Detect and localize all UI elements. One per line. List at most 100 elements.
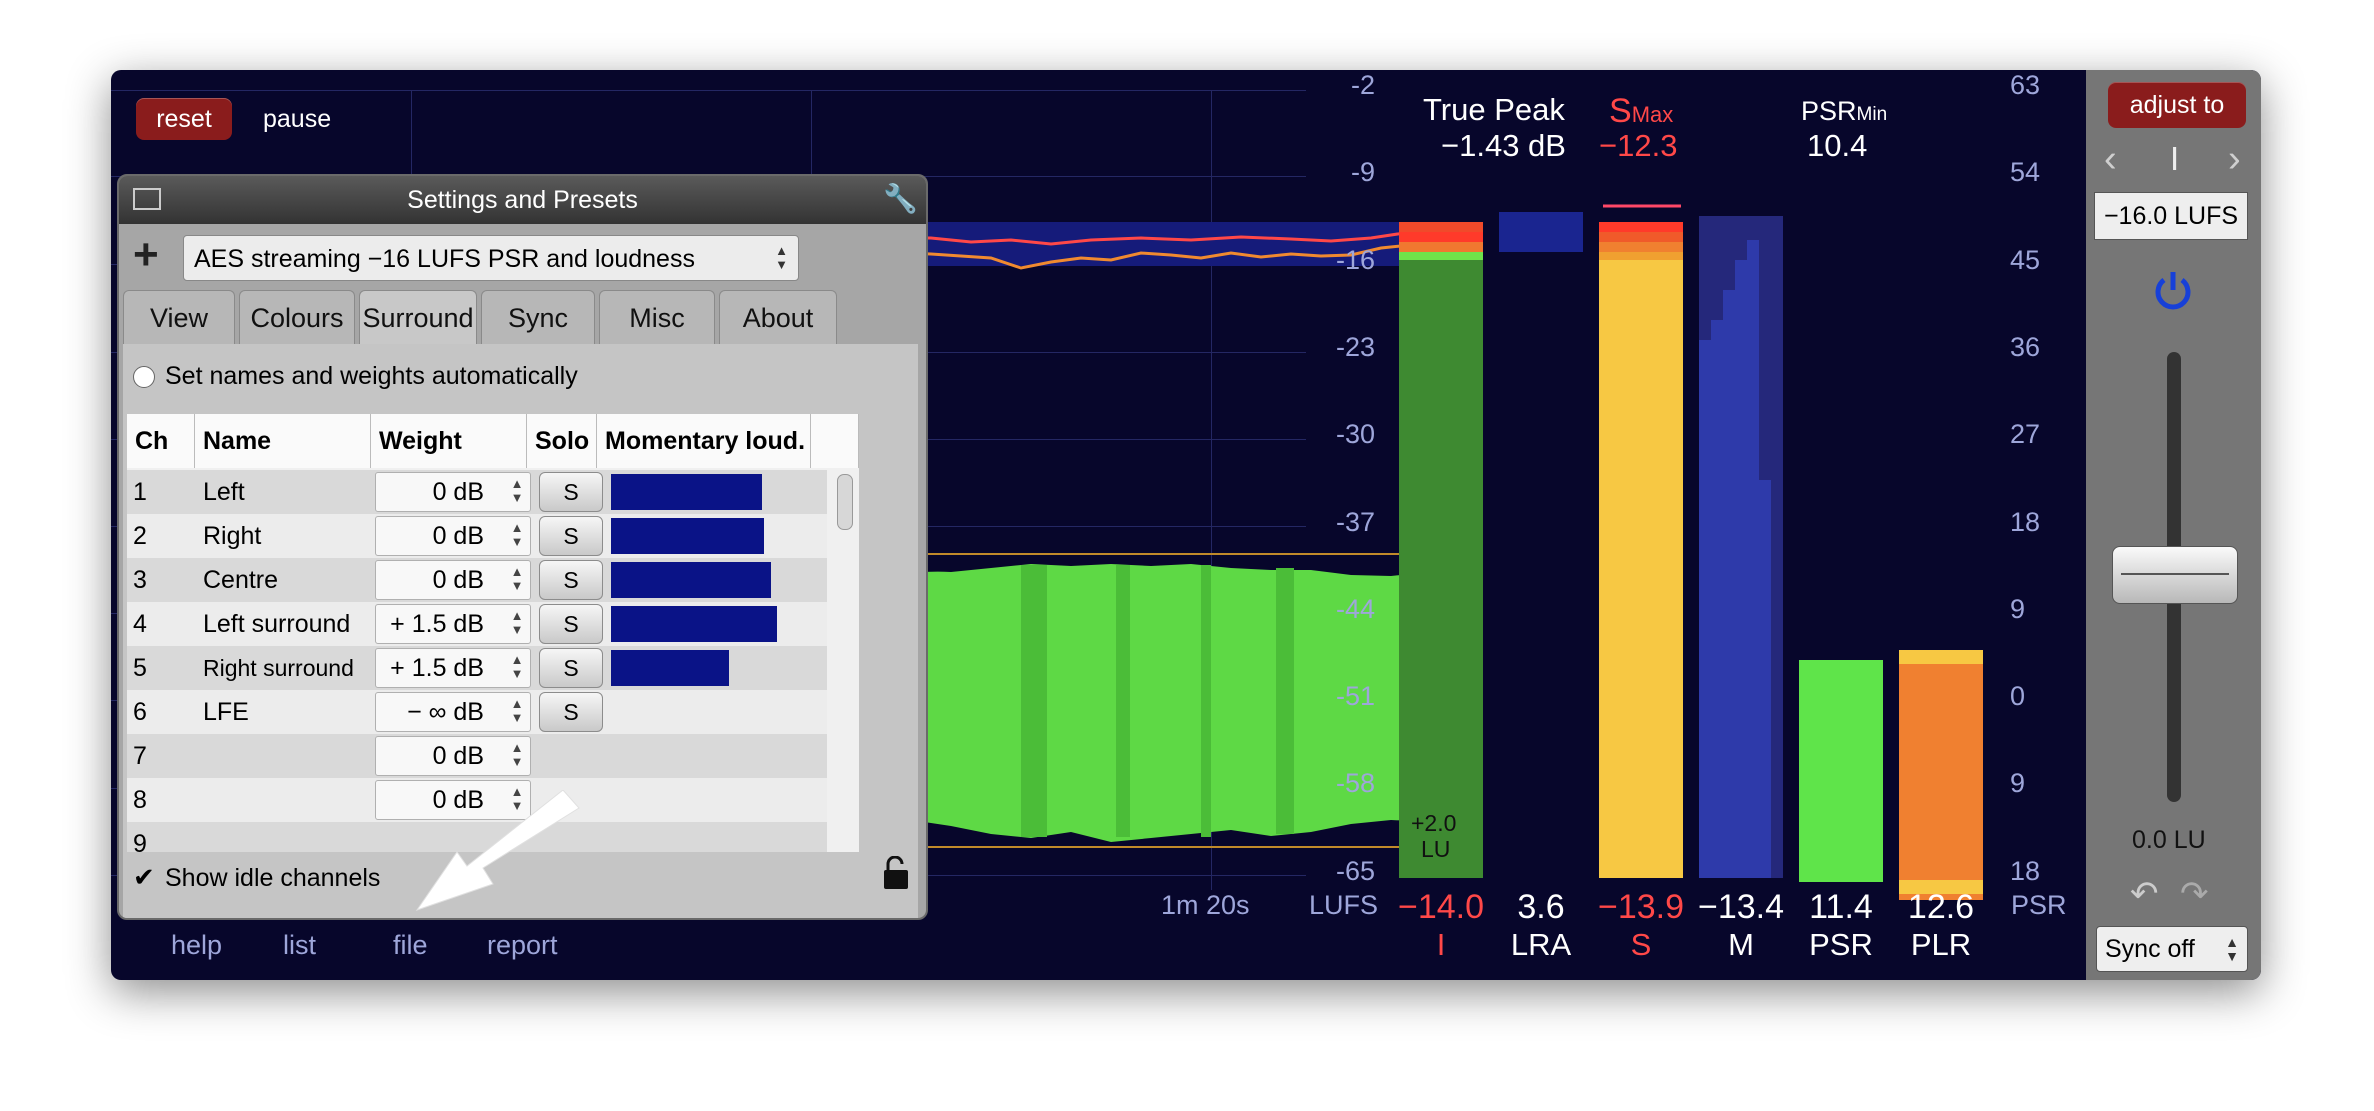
table-row: 4 Left surround + 1.5 dB ▲ ▼ S xyxy=(127,602,827,646)
channel-name[interactable]: Centre xyxy=(203,566,279,594)
smax-title: SMax xyxy=(1609,92,1673,131)
psr-scale: 63 54 45 36 27 18 9 0 9 18 xyxy=(2006,70,2086,970)
table-scrollbar[interactable] xyxy=(837,474,853,530)
solo-button[interactable]: S xyxy=(539,604,603,644)
solo-button[interactable]: S xyxy=(539,560,603,600)
channel-number: 4 xyxy=(133,610,147,638)
true-peak-title: True Peak xyxy=(1423,92,1565,127)
tab-surround[interactable]: Surround xyxy=(359,290,477,344)
reset-button[interactable]: reset xyxy=(136,98,232,140)
unlock-icon[interactable] xyxy=(883,855,909,890)
gain-slider-handle[interactable] xyxy=(2112,546,2238,604)
report-menu[interactable]: report xyxy=(487,930,558,960)
tab-about[interactable]: About xyxy=(719,290,837,344)
channel-number: 2 xyxy=(133,522,147,550)
meter-name: M xyxy=(1728,927,1754,962)
weight-field[interactable]: − ∞ dB ▲ ▼ xyxy=(375,692,531,732)
meter-readout-i: −14.0 I xyxy=(1391,888,1491,963)
table-row: 6 LFE − ∞ dB ▲ ▼ S xyxy=(127,690,827,734)
weight-stepper-icon[interactable]: ▲ ▼ xyxy=(510,564,524,593)
wrench-icon[interactable]: 🔧 xyxy=(883,183,918,214)
tab-colours[interactable]: Colours xyxy=(239,290,355,344)
weight-value: 0 dB xyxy=(432,742,484,770)
channel-name[interactable]: LFE xyxy=(203,698,249,726)
adjust-to-button[interactable]: adjust to xyxy=(2108,82,2246,128)
table-row: 8 0 dB ▲ ▼ xyxy=(127,778,827,822)
tab-misc[interactable]: Misc xyxy=(599,290,715,344)
table-row: 9 xyxy=(127,822,827,852)
psr-bar xyxy=(1799,660,1883,882)
meter-value: −14.0 xyxy=(1397,888,1485,926)
undo-icon[interactable]: ↶ xyxy=(2130,875,2159,913)
weight-stepper-icon[interactable]: ▲ ▼ xyxy=(510,740,524,769)
list-menu[interactable]: list xyxy=(283,930,316,960)
nav-divider: I xyxy=(2170,140,2180,177)
add-preset-icon[interactable]: + xyxy=(133,230,159,279)
weight-field[interactable]: + 1.5 dB ▲ ▼ xyxy=(375,604,531,644)
lufs-tick-label: -58 xyxy=(1335,768,1375,799)
tab-view[interactable]: View xyxy=(123,290,235,344)
app-window: reset pause 1m 20s -2 -9 -16 -23 -30 -37 -44 -5… xyxy=(111,70,2261,980)
momentary-level-bar xyxy=(611,650,729,686)
solo-button[interactable]: S xyxy=(539,516,603,556)
channel-name[interactable]: Right surround xyxy=(203,655,354,681)
lufs-tick-label: -23 xyxy=(1335,331,1375,362)
channel-number: 5 xyxy=(133,654,147,682)
tab-sync[interactable]: Sync xyxy=(481,290,595,344)
channel-table: Ch Name Weight Solo Momentary loud. 1 Left 0 d… xyxy=(127,414,859,852)
channel-name[interactable]: Left xyxy=(203,478,245,506)
solo-button[interactable]: S xyxy=(539,472,603,512)
file-menu[interactable]: file xyxy=(393,930,428,960)
control-panel: adjust to ‹ I › −16.0 LUFS 0.0 LU ↶ ↷ Sy… xyxy=(2086,70,2261,980)
weight-stepper-icon[interactable]: ▲ ▼ xyxy=(510,608,524,637)
smax-sub: Max xyxy=(1631,102,1674,127)
column-header: Weight xyxy=(371,414,527,468)
meter-name: LRA xyxy=(1510,927,1572,962)
psr-tick-label: 36 xyxy=(2010,331,2041,362)
weight-stepper-icon[interactable]: ▲ ▼ xyxy=(510,476,524,505)
weight-stepper-icon[interactable]: ▲ ▼ xyxy=(510,784,524,813)
auto-names-radio[interactable] xyxy=(133,366,155,388)
sync-select[interactable]: Sync off ▲ ▼ xyxy=(2096,926,2248,972)
psrmin-title: PSRMin xyxy=(1801,96,1887,127)
weight-stepper-icon[interactable]: ▲ ▼ xyxy=(510,652,524,681)
weight-stepper-icon[interactable]: ▲ ▼ xyxy=(510,696,524,725)
lufs-tick-label: -44 xyxy=(1335,593,1375,624)
weight-field[interactable]: 0 dB ▲ ▼ xyxy=(375,736,531,776)
plr-bar xyxy=(1899,650,1983,900)
meter-value: −13.4 xyxy=(1697,888,1785,926)
show-idle-checkbox[interactable]: ✔ xyxy=(133,862,155,892)
next-icon[interactable]: › xyxy=(2228,138,2241,180)
redo-icon[interactable]: ↷ xyxy=(2180,875,2209,913)
lufs-tick-label: -51 xyxy=(1335,681,1375,712)
weight-value: 0 dB xyxy=(432,522,484,550)
power-icon[interactable] xyxy=(2150,268,2196,314)
detach-icon[interactable] xyxy=(133,188,161,210)
lufs-tick-label: -16 xyxy=(1335,244,1375,275)
solo-button[interactable]: S xyxy=(539,692,603,732)
solo-button[interactable]: S xyxy=(539,648,603,688)
momentary-level-bar xyxy=(611,518,764,554)
sync-select-value: Sync off xyxy=(2105,935,2195,963)
momentary-level-bar xyxy=(611,474,762,510)
previous-icon[interactable]: ‹ xyxy=(2104,138,2117,180)
channel-number: 1 xyxy=(133,478,147,506)
weight-field[interactable]: 0 dB ▲ ▼ xyxy=(375,780,531,820)
history-time-label: 1m 20s xyxy=(1161,890,1250,920)
channel-name[interactable]: Right xyxy=(203,522,262,550)
weight-field[interactable]: 0 dB ▲ ▼ xyxy=(375,472,531,512)
pause-button[interactable]: pause xyxy=(263,105,332,133)
target-loudness-field[interactable]: −16.0 LUFS xyxy=(2094,192,2248,240)
weight-value: + 1.5 dB xyxy=(390,610,484,638)
help-menu[interactable]: help xyxy=(171,930,223,960)
weight-field[interactable]: + 1.5 dB ▲ ▼ xyxy=(375,648,531,688)
weight-value: 0 dB xyxy=(432,566,484,594)
table-row: 7 0 dB ▲ ▼ xyxy=(127,734,827,778)
weight-field[interactable]: 0 dB ▲ ▼ xyxy=(375,516,531,556)
psr-tick-label: 0 xyxy=(2010,681,2026,712)
weight-stepper-icon[interactable]: ▲ ▼ xyxy=(510,520,524,549)
channel-name[interactable]: Left surround xyxy=(203,610,351,638)
preset-select[interactable]: AES streaming −16 LUFS PSR and loudness … xyxy=(183,235,799,281)
weight-field[interactable]: 0 dB ▲ ▼ xyxy=(375,560,531,600)
meter-name: PSR xyxy=(1809,927,1873,962)
